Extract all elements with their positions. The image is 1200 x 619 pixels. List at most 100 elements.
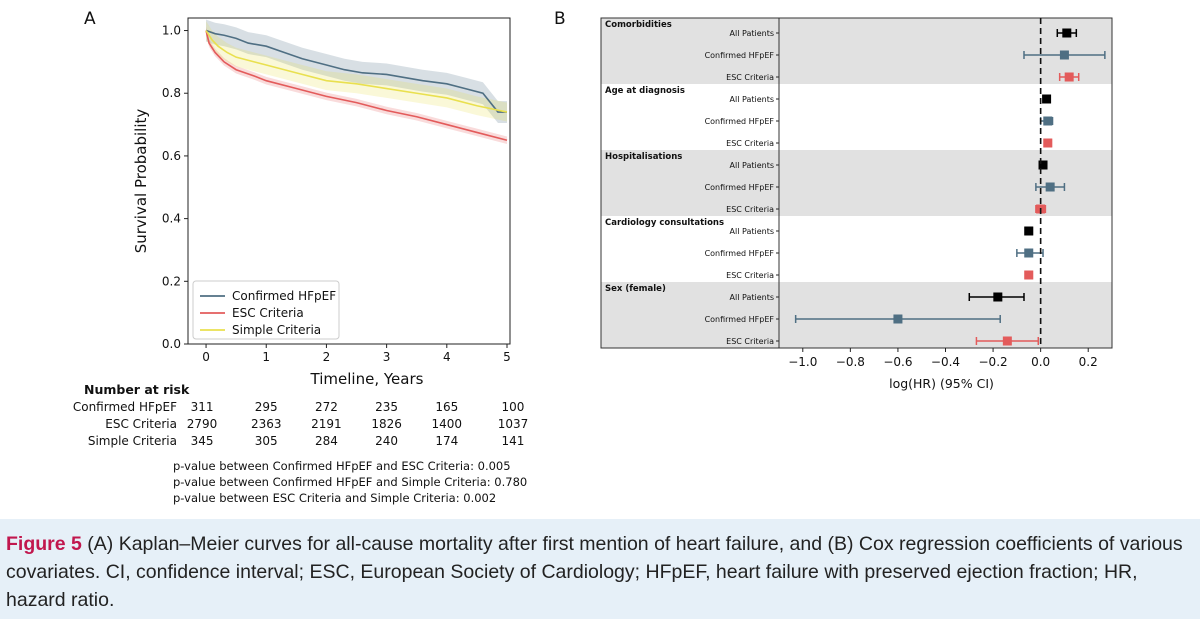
x-tick-label: 2 [323,350,331,364]
risk-cell: 272 [315,400,338,414]
forest-x-tick-label: 0.2 [1079,355,1098,369]
forest-row-label: All Patients [730,95,774,104]
risk-row-label: Confirmed HFpEF [73,400,177,414]
x-tick-label: 3 [383,350,391,364]
forest-row-label: Confirmed HFpEF [705,51,775,60]
forest-row-label: All Patients [730,29,774,38]
forest-x-tick-label: 0.0 [1031,355,1050,369]
km-line-esc [205,30,508,142]
forest-row-label: ESC Criteria [726,139,774,148]
forest-point [1043,116,1053,126]
forest-point [1002,336,1012,346]
x-tick-label: 1 [262,350,270,364]
forest-x-tick-label: −0.8 [836,355,865,369]
forest-group-band [601,18,1112,84]
forest-row-label: All Patients [730,227,774,236]
risk-cell: 295 [255,400,278,414]
forest-x-tick-label: −1.0 [788,355,817,369]
figure-panel: A 0 1 2 3 4 5 0.0 0.2 0.4 0.6 0.8 1.0 Timeline, Years… [0,0,1200,519]
risk-cell: 2363 [251,417,282,431]
forest-row-label: ESC Criteria [726,73,774,82]
forest-row-label: ESC Criteria [726,271,774,280]
forest-point [1024,270,1034,280]
y-tick-label: 0.6 [162,149,181,163]
forest-row-label: ESC Criteria [726,337,774,346]
risk-cell: 2191 [311,417,342,431]
forest-x-tick-label: −0.2 [979,355,1008,369]
p-value-annotation: p-value between Confirmed HFpEF and ESC … [173,459,511,473]
x-tick-label: 5 [503,350,511,364]
forest-point [1024,226,1034,236]
forest-row-label: Confirmed HFpEF [705,183,775,192]
legend-label-simple: Simple Criteria [232,323,321,337]
y-tick-label: 1.0 [162,24,181,38]
risk-cell: 1400 [432,417,463,431]
risk-cell: 141 [502,434,525,448]
y-tick-label: 0.2 [162,274,181,288]
legend-label-confirmed: Confirmed HFpEF [232,289,336,303]
risk-cell: 305 [255,434,278,448]
x-tick-label: 0 [202,350,210,364]
legend-label-esc: ESC Criteria [232,306,304,320]
figure-caption: Figure 5 (A) Kaplan–Meier curves for all… [6,530,1191,614]
risk-row-label: ESC Criteria [105,417,177,431]
forest-point [1042,94,1052,104]
forest-group-label: Comorbidities [605,20,672,30]
forest-row-label: All Patients [730,161,774,170]
p-value-annotation: p-value between Confirmed HFpEF and Simp… [173,475,527,489]
panel-b-frame [600,17,1113,349]
forest-x-tick-label: −0.4 [931,355,960,369]
risk-cell: 235 [375,400,398,414]
x-axis-label: Timeline, Years [310,370,424,388]
risk-cell: 284 [315,434,338,448]
forest-group-band [601,282,1112,348]
panel-a-label: A [84,9,96,29]
risk-cell: 240 [375,434,398,448]
forest-group-label: Hospitalisations [605,152,682,162]
risk-cell: 345 [191,434,214,448]
forest-x-axis-label: log(HR) (95% CI) [889,376,994,391]
risk-cell: 2790 [187,417,218,431]
risk-cell: 174 [435,434,458,448]
forest-point [993,292,1003,302]
panel-a-axes-frame [187,17,511,345]
forest-x-tick-label: −0.6 [883,355,912,369]
forest-point [1062,28,1072,38]
forest-point [1043,138,1053,148]
forest-group-label: Cardiology consultations [605,218,724,228]
caption-label: Figure 5 [6,533,82,555]
forest-row-label: Confirmed HFpEF [705,249,775,258]
forest-point [1038,160,1048,170]
km-legend [192,280,340,340]
km-line-confirmed [205,29,507,113]
forest-point [1024,248,1034,258]
forest-group-band [601,150,1112,216]
km-line-simple [205,30,508,113]
risk-cell: 311 [191,400,214,414]
forest-point [893,314,903,324]
risk-cell: 1826 [371,417,402,431]
y-tick-label: 0.8 [162,86,181,100]
risk-row-label: Simple Criteria [88,434,177,448]
panel-b-label: B [554,9,566,29]
forest-row-label: All Patients [730,293,774,302]
risk-cell: 100 [502,400,525,414]
x-tick-label: 4 [443,350,451,364]
p-value-annotation: p-value between ESC Criteria and Simple … [173,491,496,505]
y-tick-label: 0.4 [162,212,181,226]
risk-cell: 1037 [498,417,529,431]
forest-point [1059,50,1069,60]
y-axis-label: Survival Probability [132,109,150,254]
risk-table-header: Number at risk [84,382,190,397]
forest-point [1064,72,1074,82]
caption-text: (A) Kaplan–Meier curves for all-cause mo… [6,533,1183,611]
forest-group-label: Sex (female) [605,284,666,294]
forest-group-label: Age at diagnosis [605,86,685,96]
y-tick-label: 0.0 [162,337,181,351]
forest-row-label: Confirmed HFpEF [705,315,775,324]
forest-point [1045,182,1055,192]
forest-row-label: Confirmed HFpEF [705,117,775,126]
risk-cell: 165 [435,400,458,414]
forest-row-label: ESC Criteria [726,205,774,214]
